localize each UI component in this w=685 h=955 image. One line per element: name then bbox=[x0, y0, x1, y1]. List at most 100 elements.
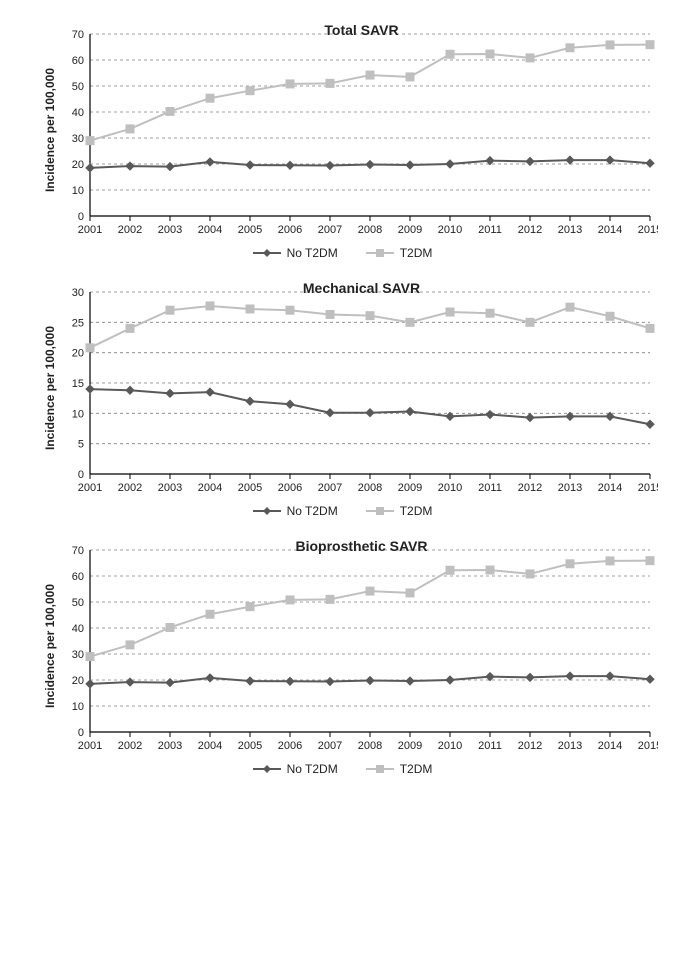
legend-item-no-t2dm: No T2DM bbox=[253, 504, 338, 518]
legend-item-t2dm: T2DM bbox=[366, 504, 433, 518]
svg-text:2012: 2012 bbox=[518, 740, 542, 752]
legend: No T2DM T2DM bbox=[10, 246, 675, 260]
svg-text:20: 20 bbox=[72, 348, 84, 360]
svg-text:2003: 2003 bbox=[158, 224, 182, 236]
svg-text:0: 0 bbox=[78, 469, 84, 481]
svg-text:30: 30 bbox=[72, 133, 84, 145]
chart-svg: 010203040506070 200120022003200420052006… bbox=[58, 536, 658, 756]
svg-text:2008: 2008 bbox=[358, 740, 382, 752]
svg-text:2015: 2015 bbox=[638, 482, 658, 494]
legend-swatch-t2dm bbox=[366, 247, 394, 259]
svg-text:2002: 2002 bbox=[118, 740, 142, 752]
svg-text:2013: 2013 bbox=[558, 224, 582, 236]
svg-text:2001: 2001 bbox=[78, 224, 102, 236]
svg-text:0: 0 bbox=[78, 727, 84, 739]
chart-svg: 010203040506070 200120022003200420052006… bbox=[58, 20, 658, 240]
svg-text:2003: 2003 bbox=[158, 740, 182, 752]
svg-text:2005: 2005 bbox=[238, 740, 262, 752]
series-t2dm bbox=[86, 557, 654, 661]
svg-text:20: 20 bbox=[72, 675, 84, 687]
svg-text:2003: 2003 bbox=[158, 482, 182, 494]
svg-text:50: 50 bbox=[72, 81, 84, 93]
series-t2dm bbox=[86, 302, 654, 352]
svg-text:2006: 2006 bbox=[278, 482, 302, 494]
legend-label-t2dm: T2DM bbox=[400, 504, 433, 518]
legend-label-no-t2dm: No T2DM bbox=[287, 246, 338, 260]
svg-text:2014: 2014 bbox=[598, 224, 622, 236]
svg-text:2004: 2004 bbox=[198, 740, 222, 752]
svg-text:25: 25 bbox=[72, 317, 84, 329]
legend-label-t2dm: T2DM bbox=[400, 246, 433, 260]
svg-text:2008: 2008 bbox=[358, 224, 382, 236]
legend-swatch-no-t2dm bbox=[253, 247, 281, 259]
svg-text:60: 60 bbox=[72, 55, 84, 67]
svg-text:70: 70 bbox=[72, 545, 84, 557]
svg-text:30: 30 bbox=[72, 287, 84, 299]
svg-text:2011: 2011 bbox=[478, 740, 502, 752]
legend-item-t2dm: T2DM bbox=[366, 246, 433, 260]
svg-text:60: 60 bbox=[72, 571, 84, 583]
legend-label-no-t2dm: No T2DM bbox=[287, 504, 338, 518]
svg-text:2005: 2005 bbox=[238, 224, 262, 236]
svg-text:2013: 2013 bbox=[558, 482, 582, 494]
chart-svg: 0 5 10 15 20 25 30 2001 2002 2003 2004 2005 2006 200… bbox=[58, 278, 658, 498]
legend-swatch-t2dm bbox=[366, 505, 394, 517]
svg-text:2009: 2009 bbox=[398, 224, 422, 236]
svg-text:2009: 2009 bbox=[398, 482, 422, 494]
legend-label-no-t2dm: No T2DM bbox=[287, 762, 338, 776]
svg-text:2012: 2012 bbox=[518, 482, 542, 494]
svg-text:2001: 2001 bbox=[78, 740, 102, 752]
legend-item-no-t2dm: No T2DM bbox=[253, 762, 338, 776]
svg-text:2011: 2011 bbox=[478, 482, 502, 494]
legend-swatch-no-t2dm bbox=[253, 763, 281, 775]
svg-text:2013: 2013 bbox=[558, 740, 582, 752]
legend-swatch-no-t2dm bbox=[253, 505, 281, 517]
svg-text:2014: 2014 bbox=[598, 740, 622, 752]
legend: No T2DM T2DM bbox=[10, 504, 675, 518]
legend-label-t2dm: T2DM bbox=[400, 762, 433, 776]
svg-text:2009: 2009 bbox=[398, 740, 422, 752]
series-no-t2dm bbox=[86, 672, 654, 688]
svg-text:2002: 2002 bbox=[118, 224, 142, 236]
svg-text:2005: 2005 bbox=[238, 482, 262, 494]
svg-text:10: 10 bbox=[72, 701, 84, 713]
svg-text:2010: 2010 bbox=[438, 224, 462, 236]
svg-text:2010: 2010 bbox=[438, 482, 462, 494]
svg-text:2002: 2002 bbox=[118, 482, 142, 494]
chart-panel-2: Bioprosthetic SAVR Incidence per 100,000… bbox=[10, 536, 675, 776]
series-no-t2dm bbox=[86, 385, 654, 428]
svg-text:2006: 2006 bbox=[278, 740, 302, 752]
svg-text:40: 40 bbox=[72, 107, 84, 119]
chart-panel-0: Total SAVR Incidence per 100,000 0102030… bbox=[10, 20, 675, 260]
svg-text:2007: 2007 bbox=[318, 482, 342, 494]
svg-text:40: 40 bbox=[72, 623, 84, 635]
svg-text:2014: 2014 bbox=[598, 482, 622, 494]
svg-text:2004: 2004 bbox=[198, 482, 222, 494]
y-axis-label: Incidence per 100,000 bbox=[43, 68, 57, 192]
svg-text:2008: 2008 bbox=[358, 482, 382, 494]
svg-text:0: 0 bbox=[78, 211, 84, 223]
y-axis-label: Incidence per 100,000 bbox=[43, 584, 57, 708]
legend-swatch-t2dm bbox=[366, 763, 394, 775]
legend-item-t2dm: T2DM bbox=[366, 762, 433, 776]
y-axis-label: Incidence per 100,000 bbox=[43, 326, 57, 450]
svg-text:5: 5 bbox=[78, 439, 84, 451]
svg-text:2011: 2011 bbox=[478, 224, 502, 236]
svg-text:10: 10 bbox=[72, 408, 84, 420]
series-t2dm bbox=[86, 41, 654, 145]
chart-stack: Total SAVR Incidence per 100,000 0102030… bbox=[10, 20, 675, 776]
svg-text:2006: 2006 bbox=[278, 224, 302, 236]
svg-text:2015: 2015 bbox=[638, 224, 658, 236]
legend-item-no-t2dm: No T2DM bbox=[253, 246, 338, 260]
svg-text:2012: 2012 bbox=[518, 224, 542, 236]
svg-text:20: 20 bbox=[72, 159, 84, 171]
svg-text:2010: 2010 bbox=[438, 740, 462, 752]
svg-text:70: 70 bbox=[72, 29, 84, 41]
series-no-t2dm bbox=[86, 156, 654, 172]
svg-text:10: 10 bbox=[72, 185, 84, 197]
svg-text:2001: 2001 bbox=[78, 482, 102, 494]
svg-text:50: 50 bbox=[72, 597, 84, 609]
svg-text:15: 15 bbox=[72, 378, 84, 390]
svg-text:2007: 2007 bbox=[318, 224, 342, 236]
legend: No T2DM T2DM bbox=[10, 762, 675, 776]
